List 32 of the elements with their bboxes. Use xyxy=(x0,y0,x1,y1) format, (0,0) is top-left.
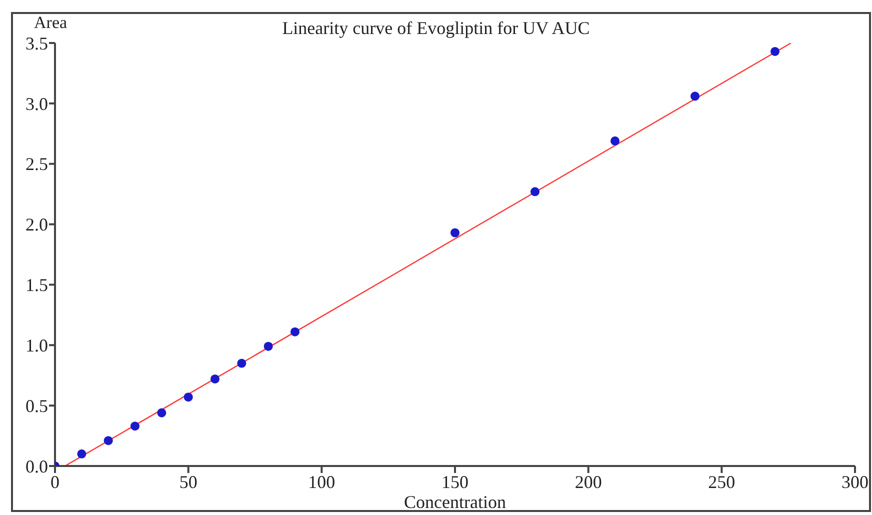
y-tick-label: 1.0 xyxy=(26,336,48,356)
x-axis-title: Concentration xyxy=(403,492,507,512)
point xyxy=(237,358,246,368)
point xyxy=(130,422,140,431)
point xyxy=(610,136,620,146)
point xyxy=(450,228,460,238)
point xyxy=(77,449,86,458)
chart-title: Linearity curve of Evogliptin for UV AUC xyxy=(282,18,590,38)
y-tick-label: 3.5 xyxy=(26,33,48,54)
y-tick-label: 2.5 xyxy=(26,154,48,174)
y-tick-label: 2.0 xyxy=(26,214,48,235)
point xyxy=(264,342,273,351)
point xyxy=(104,436,113,446)
point xyxy=(290,327,300,336)
x-tick-label: 300 xyxy=(842,472,868,492)
x-tick-label: 250 xyxy=(708,472,736,492)
y-axis-title: Area xyxy=(34,13,68,33)
point xyxy=(184,392,193,402)
x-tick-label: 150 xyxy=(442,472,468,492)
point xyxy=(690,92,700,101)
y-tick-label: 0.5 xyxy=(26,396,48,416)
y-tick-label: 1.5 xyxy=(26,275,48,296)
point xyxy=(770,46,780,56)
x-tick-label: 200 xyxy=(574,472,602,492)
point xyxy=(157,408,166,418)
y-tick-label: 0.0 xyxy=(26,456,48,476)
point xyxy=(530,187,540,196)
x-tick-label: 50 xyxy=(179,472,198,492)
point xyxy=(210,374,220,384)
x-tick-label: 100 xyxy=(308,472,336,492)
x-tick-label: 0 xyxy=(50,472,60,492)
y-tick-label: 3.0 xyxy=(26,94,48,114)
